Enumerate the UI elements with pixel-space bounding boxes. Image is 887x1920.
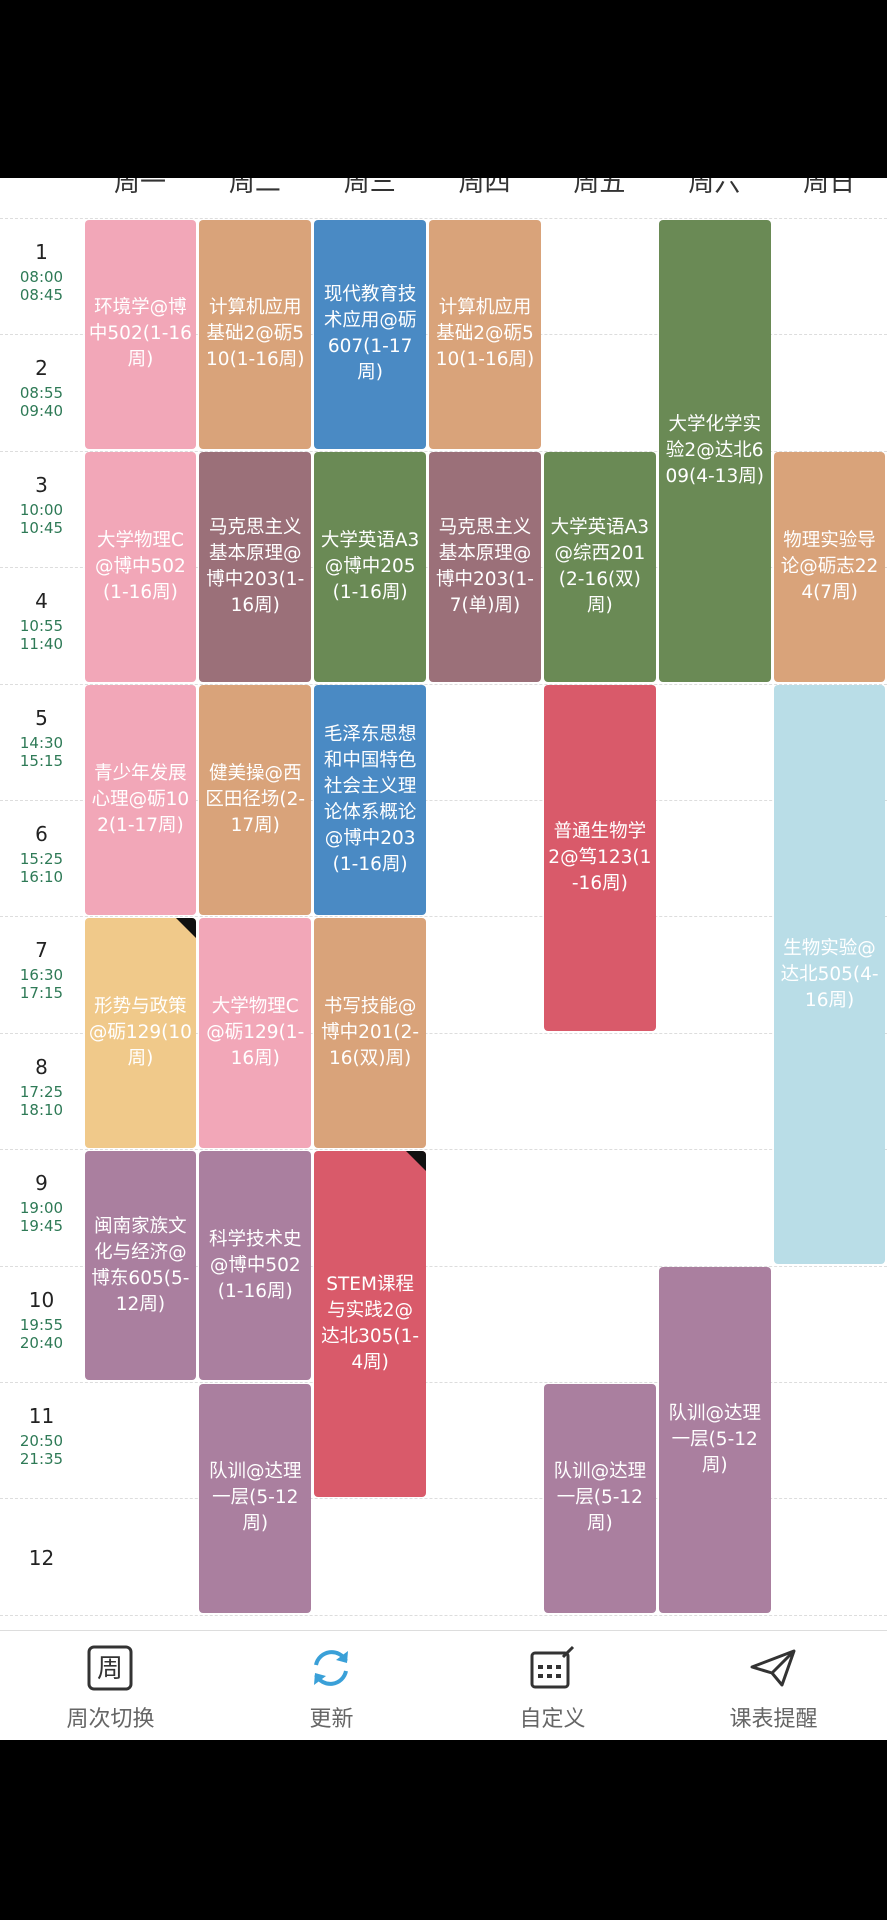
course-block[interactable]: 普通生物学2@笃123(1-16周) bbox=[543, 685, 656, 1032]
course-block[interactable]: 毛泽东思想和中国特色社会主义理论体系概论@博中203(1-16周) bbox=[314, 685, 427, 915]
course-block[interactable]: 队训@达理一层(5-12周) bbox=[658, 1267, 771, 1614]
period-start: 19:55 bbox=[19, 1315, 64, 1334]
course-block[interactable]: 大学英语A3@综西201(2-16(双)周) bbox=[543, 452, 656, 683]
course-block[interactable]: 队训@达理一层(5-12周) bbox=[199, 1383, 312, 1614]
period-number: 10 bbox=[28, 1287, 55, 1312]
course-block[interactable]: 大学化学实验2@达北609(4-13周) bbox=[658, 219, 771, 683]
period-number: 4 bbox=[35, 589, 48, 614]
day-label: 周五 bbox=[573, 178, 626, 198]
nav-label: 周次切换 bbox=[66, 1707, 155, 1732]
course-block[interactable]: 科学技术史@博中502(1-16周) bbox=[199, 1150, 312, 1381]
course-block[interactable]: 队训@达理一层(5-12周) bbox=[543, 1383, 656, 1614]
course-block[interactable]: 现代教育技术应用@砺607(1-17周) bbox=[314, 219, 427, 450]
course-block[interactable]: 物理实验导论@砺志224(7周) bbox=[773, 452, 886, 683]
course-block[interactable]: 计算机应用基础2@砺510(1-16周) bbox=[429, 219, 541, 450]
period-number: 7 bbox=[35, 938, 48, 963]
course-block[interactable]: 健美操@西区田径场(2-17周) bbox=[199, 685, 312, 915]
row-divider bbox=[0, 1149, 887, 1151]
day-label: 周一 bbox=[113, 178, 166, 198]
period-end: 11:40 bbox=[19, 635, 64, 654]
day-header: 周一 周二 周三 周四 周五 周六 周日 bbox=[0, 178, 887, 218]
row-divider bbox=[0, 218, 887, 219]
nav-week[interactable]: 周 周次切换 bbox=[0, 1631, 221, 1741]
row-divider bbox=[0, 1382, 887, 1383]
period-end: 08:45 bbox=[19, 286, 64, 304]
note-corner bbox=[176, 917, 197, 938]
period-start: 15:25 bbox=[19, 850, 64, 868]
period-end: 19:45 bbox=[19, 1217, 64, 1236]
period-number: 1 bbox=[35, 240, 48, 264]
period-number: 11 bbox=[28, 1404, 55, 1428]
period-start: 10:00 bbox=[19, 500, 64, 519]
svg-text:周: 周 bbox=[97, 1654, 123, 1684]
course-block[interactable]: 计算机应用基础2@砺510(1-16周) bbox=[199, 219, 312, 450]
day-label: 周二 bbox=[228, 178, 281, 198]
period-number: 6 bbox=[35, 822, 48, 846]
icon-send bbox=[750, 1649, 796, 1687]
row-divider bbox=[0, 1614, 887, 1616]
period-start: 16:30 bbox=[19, 966, 64, 985]
bottom-nav: 周 周次切换 更新 自定义 课表提醒 bbox=[0, 1630, 887, 1741]
icon-week: 周 bbox=[87, 1645, 133, 1691]
course-block[interactable]: 环境学@博中502(1-16周) bbox=[84, 219, 197, 450]
period-start: 10:55 bbox=[19, 617, 64, 636]
day-label: 周三 bbox=[343, 178, 396, 198]
row-divider bbox=[0, 800, 887, 801]
day-label: 周四 bbox=[458, 178, 511, 198]
period-end: 17:15 bbox=[19, 984, 64, 1003]
period-start: 19:00 bbox=[19, 1199, 64, 1218]
period-end: 21:35 bbox=[19, 1450, 64, 1468]
period-number: 3 bbox=[35, 472, 48, 497]
icon-custom bbox=[530, 1645, 575, 1689]
period-number: 9 bbox=[35, 1171, 48, 1196]
course-block[interactable]: 形势与政策@砺129(10周) bbox=[84, 917, 197, 1148]
period-number: 5 bbox=[35, 705, 48, 730]
day-label: 周日 bbox=[803, 178, 856, 198]
nav-label: 课表提醒 bbox=[729, 1707, 818, 1732]
period-start: 17:25 bbox=[19, 1082, 64, 1101]
period-number: 2 bbox=[35, 356, 48, 381]
row-divider bbox=[0, 1265, 887, 1267]
icon-refresh bbox=[314, 1650, 348, 1686]
period-number: 12 bbox=[28, 1546, 55, 1571]
row-divider bbox=[0, 1498, 887, 1500]
course-block[interactable]: 生物实验@达北505(4-16周) bbox=[773, 685, 886, 1265]
nav-update[interactable]: 更新 bbox=[221, 1631, 442, 1741]
course-block[interactable]: 大学物理C@砺129(1-16周) bbox=[199, 917, 312, 1148]
course-block[interactable]: 闽南家族文化与经济@博东605(5-12周) bbox=[84, 1150, 197, 1381]
period-start: 08:55 bbox=[19, 384, 64, 403]
period-end: 16:10 bbox=[19, 868, 64, 886]
nav-label: 自定义 bbox=[519, 1707, 586, 1732]
nav-custom[interactable]: 自定义 bbox=[442, 1631, 663, 1741]
period-number: 8 bbox=[35, 1054, 48, 1079]
row-divider bbox=[0, 916, 887, 918]
row-divider bbox=[0, 683, 887, 685]
period-end: 15:15 bbox=[19, 751, 64, 770]
day-label: 周六 bbox=[688, 178, 741, 198]
nav-remind[interactable]: 课表提醒 bbox=[663, 1631, 884, 1741]
period-end: 18:10 bbox=[19, 1100, 64, 1119]
timetable: 周一 周二 周三 周四 周五 周六 周日 1 08:00 08:45 2 08:55 09:40 3 10… bbox=[0, 178, 887, 1740]
period-end: 09:40 bbox=[19, 402, 64, 421]
row-divider bbox=[0, 450, 887, 452]
period-start: 08:00 bbox=[19, 268, 64, 286]
period-start: 14:30 bbox=[19, 733, 64, 752]
course-block[interactable]: 大学物理C@博中502(1-16周) bbox=[84, 452, 197, 683]
course-block[interactable]: 青少年发展心理@砺102(1-17周) bbox=[84, 685, 197, 915]
course-block[interactable]: 马克思主义基本原理@博中203(1-16周) bbox=[199, 452, 312, 683]
period-end: 20:40 bbox=[19, 1333, 64, 1352]
period-end: 10:45 bbox=[19, 518, 64, 537]
course-block[interactable]: 大学英语A3@博中205(1-16周) bbox=[314, 452, 427, 683]
period-start: 20:50 bbox=[19, 1432, 64, 1450]
nav-label: 更新 bbox=[309, 1707, 354, 1732]
note-corner bbox=[406, 1150, 427, 1171]
row-divider bbox=[0, 1032, 887, 1034]
course-block[interactable]: 书写技能@博中201(2-16(双)周) bbox=[314, 917, 427, 1148]
course-block[interactable]: 马克思主义基本原理@博中203(1-7(单)周) bbox=[429, 452, 541, 683]
course-block[interactable]: STEM课程与实践2@达北305(1-4周) bbox=[314, 1150, 427, 1497]
